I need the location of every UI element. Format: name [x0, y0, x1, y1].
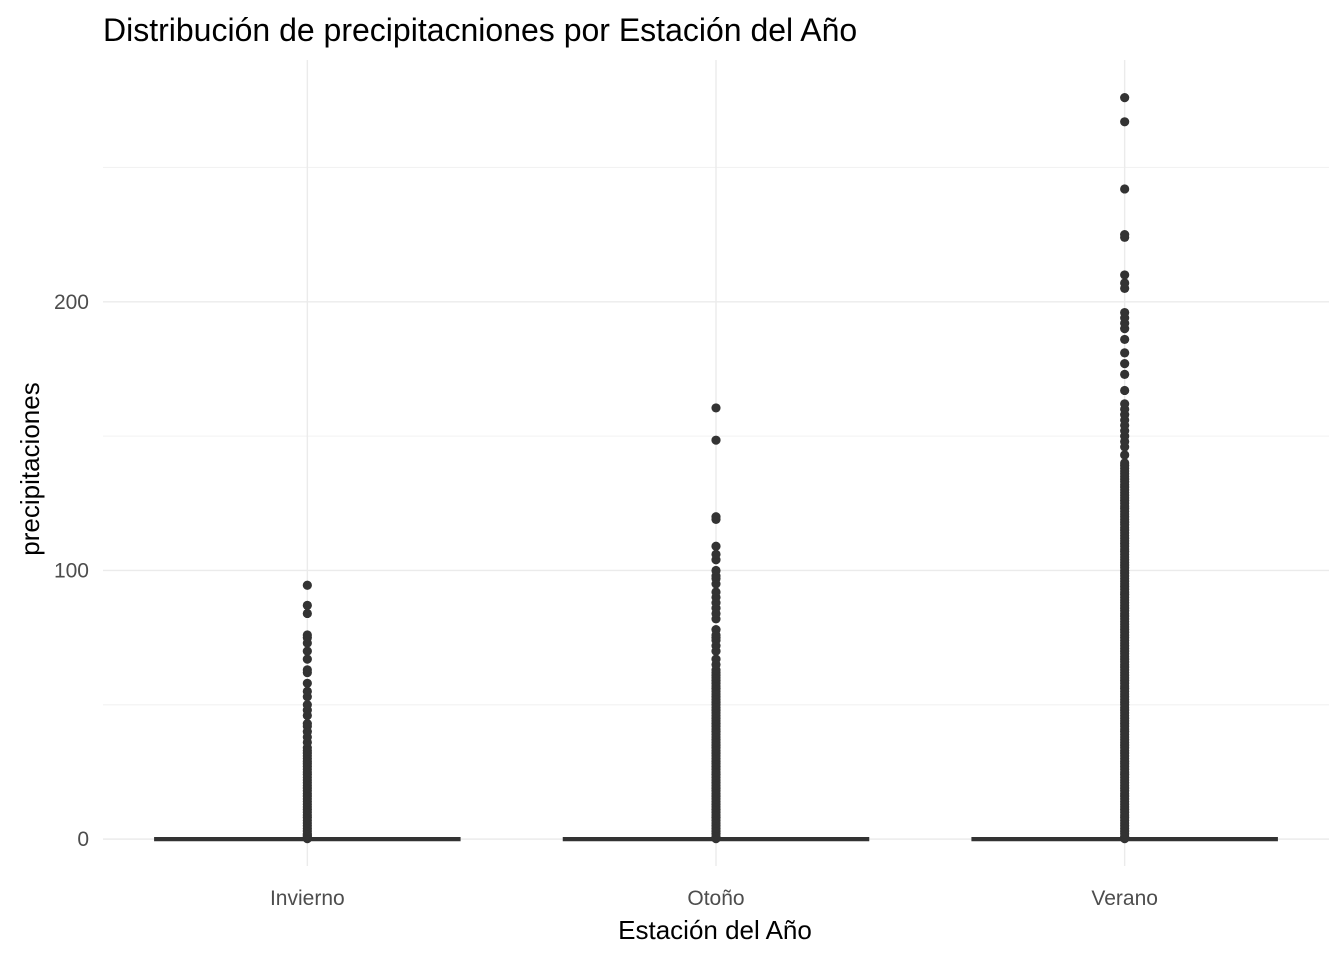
axis-ticks: 0 100 200 Invierno Otoño Verano — [54, 291, 1158, 910]
outlier-point — [1120, 348, 1130, 358]
y-tick-label: 100 — [54, 559, 89, 582]
outlier-point — [711, 549, 721, 559]
outlier-point — [711, 541, 721, 551]
outlier-point — [302, 630, 312, 640]
chart-title: Distribución de precipitacniones por Est… — [103, 12, 857, 48]
outlier-point — [1120, 184, 1130, 194]
outlier-point — [1120, 278, 1130, 288]
x-axis-title: Estación del Año — [618, 915, 812, 945]
outlier-point — [302, 719, 312, 729]
outlier-point — [711, 654, 721, 664]
x-tick-label: Verano — [1091, 887, 1158, 910]
outlier-point — [1120, 358, 1130, 369]
outlier-point — [302, 686, 312, 696]
outlier-point — [1120, 369, 1130, 379]
plot-marks — [154, 93, 1278, 844]
y-tick-label: 0 — [77, 828, 89, 851]
outlier-point — [302, 580, 312, 590]
outlier-point — [1120, 385, 1130, 396]
outlier-point — [1120, 399, 1130, 409]
outlier-point — [711, 512, 721, 522]
outlier-point — [302, 646, 312, 656]
outlier-point — [302, 665, 312, 675]
outlier-point — [711, 403, 721, 413]
outlier-point — [1120, 307, 1130, 318]
outlier-point — [1120, 450, 1130, 460]
outlier-point — [1120, 270, 1130, 280]
outlier-point — [711, 624, 721, 635]
outlier-point — [711, 565, 721, 576]
outlier-point — [1120, 230, 1130, 240]
outlier-point — [302, 654, 312, 664]
y-axis-title: precipitaciones — [15, 382, 45, 555]
outlier-point — [302, 678, 312, 688]
outlier-point — [302, 700, 312, 710]
outlier-point — [1120, 117, 1130, 127]
outlier-point — [1120, 334, 1130, 345]
outlier-point — [302, 608, 312, 619]
outlier-point — [1120, 458, 1130, 468]
x-tick-label: Invierno — [270, 887, 345, 910]
outlier-point — [711, 587, 721, 597]
outlier-point — [711, 435, 721, 445]
y-tick-label: 200 — [54, 291, 89, 314]
outlier-point — [1120, 93, 1130, 103]
x-tick-label: Otoño — [687, 887, 744, 910]
outlier-point — [302, 600, 312, 610]
